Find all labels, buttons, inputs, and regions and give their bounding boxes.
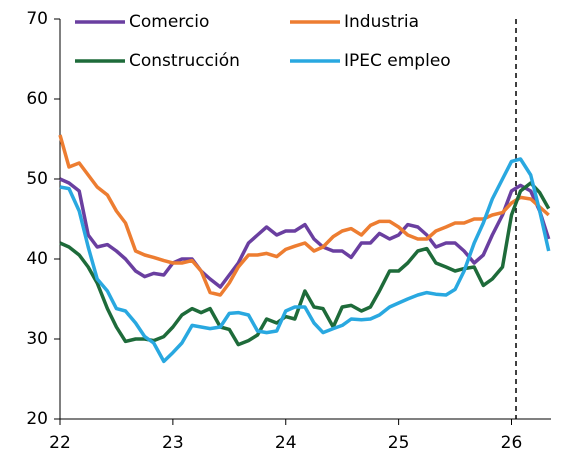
series-line bbox=[59, 157, 551, 364]
y-tick-label: 70 bbox=[26, 9, 48, 29]
y-tick-label: 40 bbox=[26, 249, 48, 269]
legend-label: Comercio bbox=[129, 12, 209, 32]
legend-label: IPEC empleo bbox=[344, 51, 451, 71]
series-line bbox=[58, 134, 550, 297]
y-tick-label: 30 bbox=[26, 329, 48, 349]
x-tick-label: 23 bbox=[162, 433, 184, 453]
x-tick-label: 25 bbox=[388, 433, 410, 453]
y-tick-label: 50 bbox=[26, 169, 48, 189]
series-line bbox=[59, 181, 551, 347]
y-tick-label: 60 bbox=[26, 89, 48, 109]
series-line bbox=[59, 177, 551, 289]
x-tick-label: 26 bbox=[501, 433, 523, 453]
y-tick-label: 20 bbox=[26, 409, 48, 429]
legend-label: Construcción bbox=[129, 51, 240, 71]
legend-label: Industria bbox=[344, 12, 419, 32]
x-tick-label: 22 bbox=[49, 433, 71, 453]
x-tick-label: 24 bbox=[275, 433, 297, 453]
